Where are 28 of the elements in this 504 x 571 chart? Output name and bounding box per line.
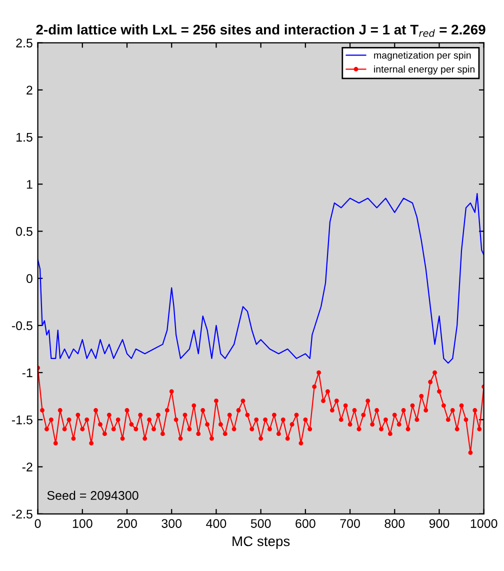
y-tick-label: -0.5 — [12, 321, 32, 330]
legend-label: magnetization per spin — [374, 52, 471, 61]
chart-title: 2-dim lattice with LxL = 256 sites and interaction J = 1 at T$_{red}$ = 2.269 — [36, 24, 486, 37]
x-tick-label: 900 — [429, 519, 450, 528]
legend-label: internal energy per spin — [374, 66, 474, 75]
y-tick-label: 1.5 — [16, 132, 32, 142]
y-tick-label: 0.5 — [16, 227, 32, 236]
y-tick-label: -2.5 — [12, 510, 32, 519]
x-tick-label: 800 — [384, 519, 405, 528]
x-tick-label: 300 — [162, 519, 182, 528]
x-axis-title: MC steps — [232, 536, 290, 549]
y-tick-label: 1 — [26, 180, 32, 189]
x-tick-label: 0 — [34, 519, 41, 528]
y-tick-label: 2.5 — [16, 38, 32, 48]
x-tick-label: 600 — [296, 519, 316, 528]
x-tick-label: 700 — [340, 519, 360, 528]
y-tick-label: 0 — [26, 274, 32, 284]
y-tick-label: -2 — [22, 462, 32, 472]
annotation: Seed = 2094300 — [47, 490, 138, 500]
y-tick-label: 2 — [26, 86, 32, 94]
y-tick-label: -1.5 — [12, 416, 32, 424]
x-tick-label: 1000 — [470, 519, 498, 528]
x-tick-label: 100 — [72, 519, 92, 528]
x-tick-label: 200 — [117, 519, 137, 528]
x-tick-label: 500 — [250, 519, 271, 528]
line-series — [38, 193, 484, 364]
y-tick-label: -1 — [22, 368, 32, 378]
x-tick-label: 400 — [206, 519, 226, 528]
